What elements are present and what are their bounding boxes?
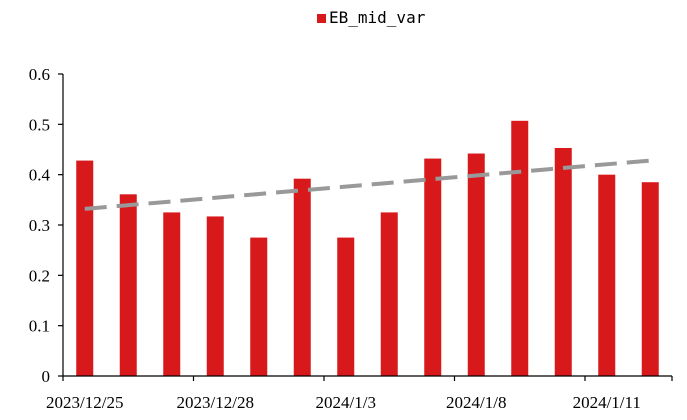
y-tick-label-3: 0.3 (29, 216, 50, 235)
y-tick-label-6: 0.6 (29, 65, 50, 84)
y-tick-label-0: 0 (42, 367, 51, 386)
bar-7 (380, 212, 398, 376)
bars-group (76, 120, 659, 376)
bar-4 (250, 237, 268, 376)
y-tick-label-1: 0.1 (29, 317, 50, 336)
x-tick-label-3: 2024/1/8 (446, 393, 506, 412)
y-tick-label-4: 0.4 (29, 166, 51, 185)
legend-swatch (317, 14, 326, 23)
x-tick-label-2: 2024/1/3 (316, 393, 376, 412)
bar-11 (554, 147, 572, 376)
bar-3 (206, 216, 224, 376)
legend: EB_mid_var (317, 8, 426, 27)
bar-1 (119, 194, 137, 376)
x-tick-label-0: 2023/12/25 (46, 393, 123, 412)
x-axis-labels: 2023/12/25 2023/12/28 2024/1/3 2024/1/8 2024… (46, 393, 641, 412)
y-axis-labels: 0 0.1 0.2 0.3 0.4 0.5 0.6 (29, 65, 51, 386)
x-tick-label-1: 2023/12/28 (177, 393, 254, 412)
axes-group (58, 73, 673, 381)
bar-13 (641, 182, 659, 376)
bar-8 (424, 158, 442, 376)
bar-9 (467, 153, 485, 376)
bar-5 (293, 178, 311, 376)
x-tick-label-4: 2024/1/11 (573, 393, 641, 412)
bar-6 (337, 237, 355, 376)
bar-2 (163, 212, 181, 376)
y-tick-label-5: 0.5 (29, 115, 50, 134)
bar-10 (511, 120, 529, 376)
bar-12 (598, 174, 616, 376)
bar-0 (76, 160, 94, 376)
legend-label: EB_mid_var (329, 8, 426, 27)
y-tick-label-2: 0.2 (29, 266, 50, 285)
